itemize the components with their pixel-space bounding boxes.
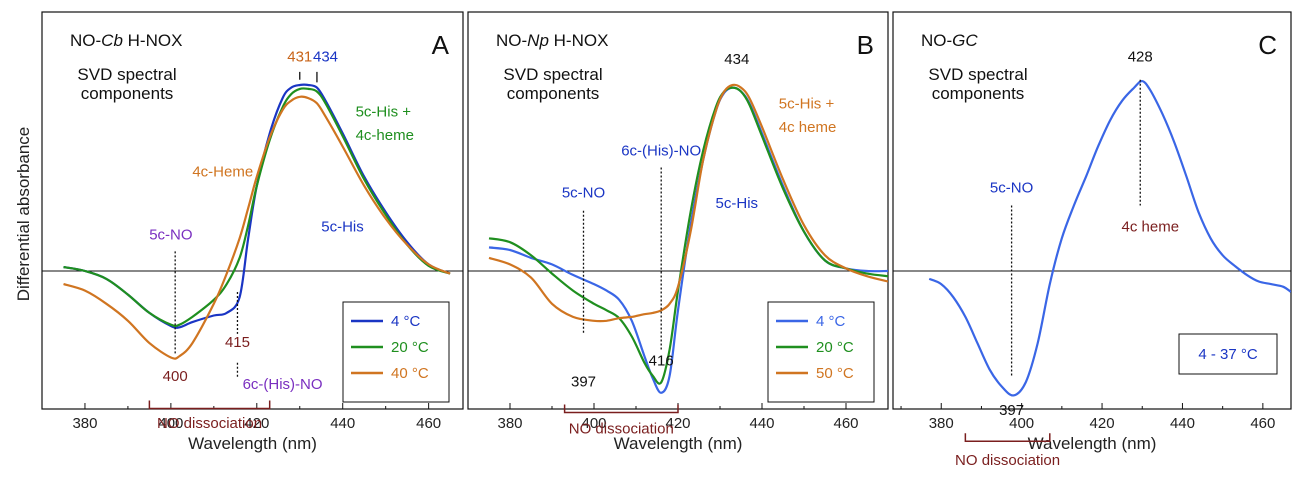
annotation-label: 397 [571,373,596,390]
series-line [63,87,451,328]
legend-label: 4 °C [391,313,421,330]
annotation-label: NO dissociation [157,415,262,432]
x-tick-label: 460 [1250,415,1275,432]
annotation-label: 397 [999,402,1024,419]
x-tick-label: 440 [1170,415,1195,432]
legend-label: 20 °C [816,339,854,356]
x-tick-label: 460 [416,415,441,432]
annotation-label: 4c-heme [356,127,414,144]
panel-c: 380 400 420 440 460 Wavelength (nm) NO-GC SVD s… [892,11,1292,469]
annotation-label: 5c-His + [779,96,835,113]
panel-subtitle-line: components [507,84,600,103]
panel-title: NO-GC [921,31,978,50]
series-group [488,83,888,394]
annotation-label: 5c-NO [562,185,605,202]
series-line [63,95,451,360]
legend-label: 4 - 37 °C [1198,346,1258,363]
annotation-label: NO dissociation [955,452,1060,469]
dissociation-bracket [148,400,271,410]
panel-title-part: NO- [70,31,101,50]
panel-title-part: NO- [496,31,527,50]
annotation-label: 5c-NO [990,179,1033,196]
annotation-label: 4c heme [1122,219,1180,236]
annotation-label: 4c heme [779,119,837,136]
annotation-label: 434 [724,51,749,68]
x-tick-label: 380 [72,415,97,432]
annotation-label: 434 [313,48,338,65]
panel-letter: A [432,30,450,60]
annotation-label: 5c-NO [149,227,192,244]
panel-subtitle-line: components [81,84,174,103]
legend-label: 40 °C [391,365,429,382]
x-axis-label: Wavelength (nm) [1028,434,1157,453]
annotation-label: 415 [225,334,250,351]
legend-label: 50 °C [816,365,854,382]
panel-title-part: Cb [101,31,123,50]
x-tick-label: 400 [581,415,606,432]
panel-letter: B [857,30,874,60]
panel-frame [892,11,1292,410]
x-axis-label: Wavelength (nm) [188,434,317,453]
series-group [63,83,451,360]
series-line [488,86,888,385]
x-tick-label: 440 [749,415,774,432]
x-tick-label: 460 [833,415,858,432]
panel-title-part: H-NOX [549,31,609,50]
annotation-label: 416 [649,352,674,369]
panel-subtitle-line: SVD spectral [503,65,602,84]
dissociation-bracket [964,433,1051,443]
annotation-label: 6c-(His)-NO [243,376,323,393]
x-tick-label: 420 [665,415,690,432]
annotation-label: 5c-His [321,219,364,236]
legend-box [342,301,450,403]
panel-title-part: Np [527,31,549,50]
series-line [928,79,1291,397]
legend-label: 4 °C [816,313,846,330]
series-line [63,83,451,329]
x-tick-label: 400 [158,415,183,432]
x-tick-label: 440 [330,415,355,432]
panel-title: NO-Cb H-NOX [70,31,182,50]
series-group [928,79,1291,397]
x-tick-label: 420 [244,415,269,432]
annotation-label: 5c-His [716,195,759,212]
legend: 4 - 37 °C [1178,333,1278,375]
series-line [488,83,888,323]
panel-a: 380 400 420 440 460 Wavelength (nm) NO-Cb H-NO… [41,11,464,453]
panel-b: 380 400 420 440 460 Wavelength (nm) NO-Np H-NO… [467,11,889,453]
annotation-label: 6c-(His)-NO [621,143,701,160]
legend-box [1178,333,1278,375]
panel-subtitle-line: SVD spectral [77,65,176,84]
x-tick-label: 380 [929,415,954,432]
dissociation-bracket [563,404,679,414]
annotation-label: NO dissociation [569,420,674,437]
annotation-label: 4c-Heme [192,164,253,181]
x-tick-label: 400 [1009,415,1034,432]
panel-title-part: NO- [921,31,952,50]
panel-letter: C [1258,30,1277,60]
panel-title: NO-Np H-NOX [496,31,608,50]
x-tick-label: 420 [1090,415,1115,432]
annotation-label: 400 [163,368,188,385]
annotation-label: 428 [1128,48,1153,65]
panel-subtitle-line: components [932,84,1025,103]
x-axis-label: Wavelength (nm) [614,434,743,453]
annotation-label: 431 [287,48,312,65]
x-tick-label: 380 [497,415,522,432]
legend-label: 20 °C [391,339,429,356]
panel-title-part: GC [952,31,978,50]
y-axis-label: Differential absorbance [14,127,33,302]
legend-box [767,301,875,403]
annotation-label: 5c-His + [356,103,412,120]
panel-subtitle-line: SVD spectral [928,65,1027,84]
legend: 4 °C 20 °C 50 °C [767,301,875,403]
legend: 4 °C 20 °C 40 °C [342,301,450,403]
panel-title-part: H-NOX [123,31,183,50]
